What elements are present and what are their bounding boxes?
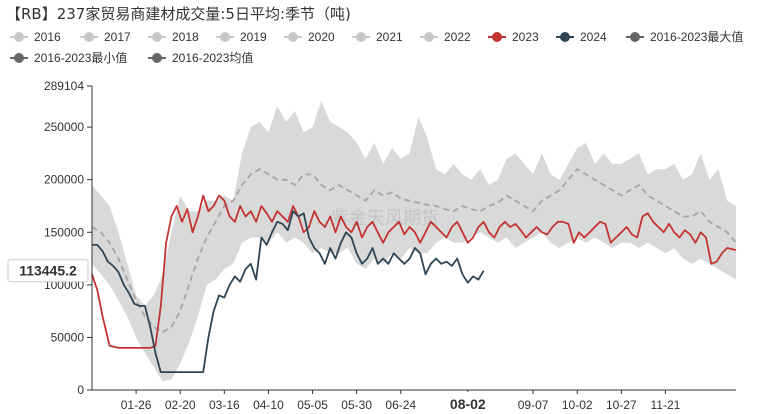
legend-item-7[interactable]: 2023 [488,30,539,44]
legend-label: 2019 [240,30,267,44]
legend-label: 2023 [512,30,539,44]
x-tick-label: 05-05 [297,398,328,412]
watermark: 紫金天风期货 [331,208,439,229]
legend-item-6[interactable]: 2022 [420,30,471,44]
legend-item-5[interactable]: 2021 [352,30,403,44]
x-tick-label: 02-20 [165,398,196,412]
legend-label: 2016-2023最大值 [650,29,743,44]
series-line-1 [91,194,737,349]
range-band [92,100,736,382]
legend-item-0[interactable]: 2016 [10,30,61,44]
legend-label: 2018 [172,30,199,44]
x-tick-label: 04-10 [253,398,284,412]
plot-area [91,100,737,382]
x-tick-label: 09-07 [518,398,549,412]
x-tick-label: 10-02 [562,398,593,412]
y-tick-label: 50000 [51,330,85,344]
current-value-text: 113445.2 [19,263,77,279]
y-tick-label: 0 [77,383,84,397]
y-tick-label: 200000 [44,173,84,187]
x-tick-label: 05-30 [341,398,372,412]
current-value-label: 113445.2 [7,259,89,283]
legend-item-1[interactable]: 2017 [80,30,131,44]
legend-label: 2016-2023最小值 [34,50,127,65]
legend-item-11[interactable]: 2016-2023均值 [148,50,253,65]
chart-title: 【RB】237家贸易商建材成交量:5日平均:季节（吨) [6,5,351,23]
legend-label: 2024 [580,30,607,44]
x-pointer-label-bg [441,392,494,412]
x-tick-label: 03-16 [209,398,240,412]
x-tick-label: 01-26 [121,398,152,412]
legend: 2016 2017 2018 2019 2020 2021 2022 2023 2024 2016… [10,29,743,65]
x-pointer-label: 08-02 [450,396,486,412]
legend-label: 2017 [104,30,131,44]
series-line-2 [92,210,485,374]
legend-item-3[interactable]: 2019 [216,30,267,44]
current-value-box [7,259,89,283]
legend-item-8[interactable]: 2024 [556,30,607,44]
y-tick-label: 150000 [44,225,84,239]
y-tick-label: 289104 [44,79,84,93]
x-tick-label: 10-27 [606,398,637,412]
legend-item-10[interactable]: 2016-2023最小值 [10,50,127,65]
legend-label: 2016-2023均值 [172,50,253,65]
legend-label: 2022 [444,30,471,44]
x-tick-label: 06-24 [385,398,416,412]
legend-label: 2016 [34,30,61,44]
y-tick-label: 250000 [44,120,84,134]
legend-item-4[interactable]: 2020 [284,30,335,44]
legend-label: 2021 [376,30,403,44]
x-tick-label: 11-21 [651,398,681,412]
x-axis: 01-26 02-20 03-16 04-10 05-05 05-30 06-24 08-02… [92,389,736,412]
legend-item-9[interactable]: 2016-2023最大值 [626,29,743,44]
legend-item-2[interactable]: 2018 [148,30,199,44]
legend-label: 2020 [308,30,335,44]
series-line-0 [91,168,737,334]
